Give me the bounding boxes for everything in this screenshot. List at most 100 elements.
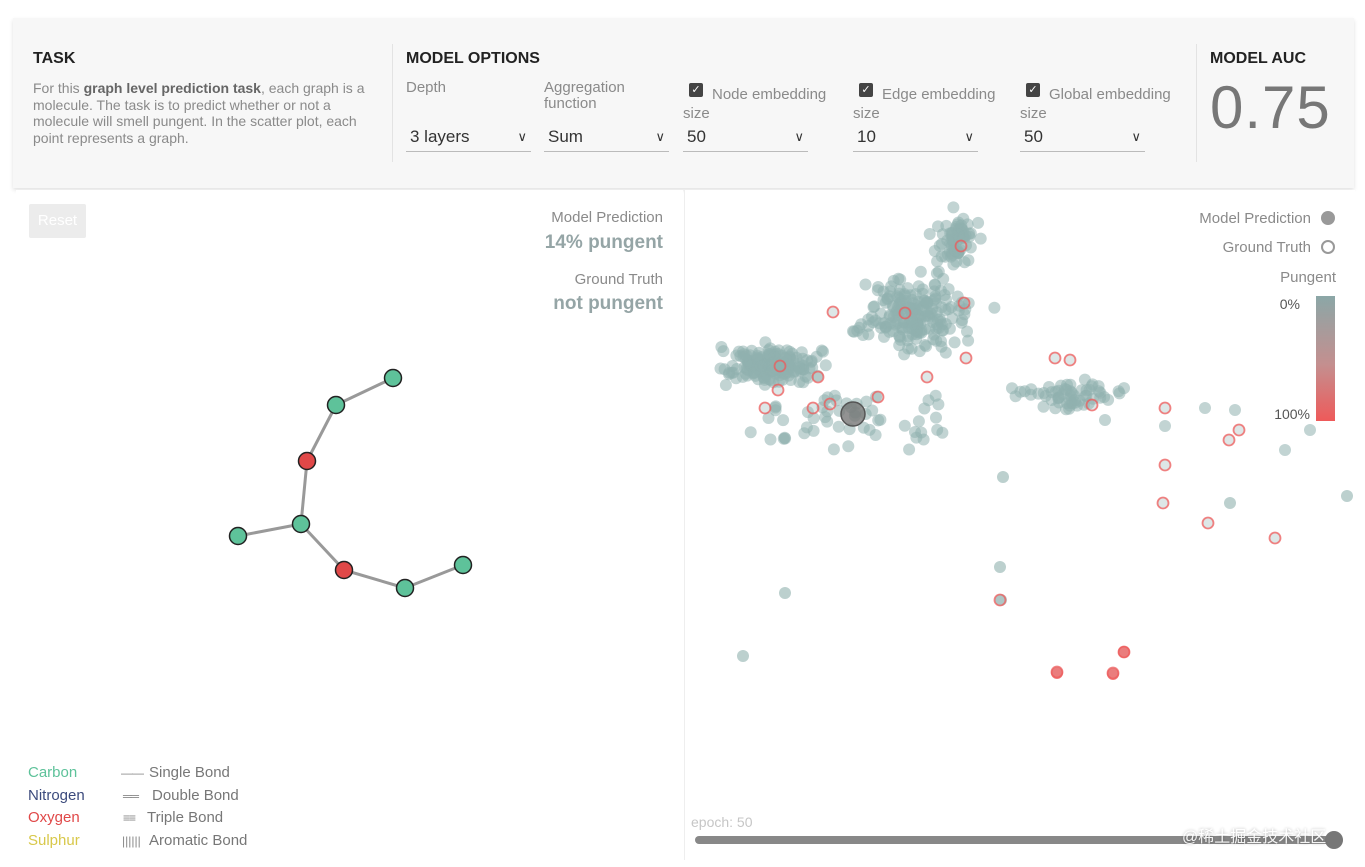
graph-point[interactable] bbox=[1061, 378, 1073, 391]
graph-point-pungent-truth[interactable] bbox=[1158, 458, 1172, 472]
graph-point[interactable] bbox=[763, 348, 776, 361]
graph-point[interactable] bbox=[719, 379, 732, 391]
selected-graph-point[interactable] bbox=[840, 401, 866, 427]
graph-point-pungent-truth[interactable] bbox=[773, 359, 787, 373]
graph-point[interactable] bbox=[744, 426, 757, 439]
graph-point[interactable] bbox=[827, 443, 840, 456]
graph-point-pungent-truth[interactable] bbox=[823, 397, 837, 411]
depth-select[interactable]: 3 layers ∨ bbox=[406, 122, 531, 152]
graph-point-pungent-truth[interactable] bbox=[1232, 423, 1246, 437]
graph-point-pungent-truth[interactable] bbox=[1085, 398, 1099, 412]
graph-point[interactable] bbox=[905, 342, 918, 355]
graph-point-pungent-truth[interactable] bbox=[993, 593, 1007, 607]
graph-point[interactable] bbox=[1045, 394, 1058, 406]
graph-point[interactable] bbox=[891, 317, 904, 330]
graph-point[interactable] bbox=[764, 433, 777, 446]
graph-point-pungent[interactable] bbox=[1118, 646, 1130, 658]
graph-point[interactable] bbox=[1099, 414, 1111, 426]
graph-point[interactable] bbox=[1083, 383, 1096, 396]
graph-point[interactable] bbox=[929, 389, 942, 402]
graph-point[interactable] bbox=[920, 297, 933, 310]
graph-point[interactable] bbox=[931, 318, 944, 331]
graph-point[interactable] bbox=[884, 285, 897, 298]
graph-point[interactable] bbox=[806, 361, 819, 374]
graph-point[interactable] bbox=[800, 421, 813, 434]
graph-point[interactable] bbox=[1199, 402, 1211, 414]
graph-point[interactable] bbox=[860, 395, 873, 408]
graph-point[interactable] bbox=[769, 400, 782, 413]
graph-point[interactable] bbox=[916, 287, 929, 300]
graph-point[interactable] bbox=[935, 301, 948, 314]
atom-node-oxygen[interactable] bbox=[297, 451, 317, 471]
global-embedding-checkbox[interactable]: ✓ bbox=[1026, 83, 1040, 97]
graph-point[interactable] bbox=[974, 232, 987, 245]
graph-point-pungent-truth[interactable] bbox=[806, 401, 820, 415]
graph-point-pungent[interactable] bbox=[1051, 667, 1063, 679]
edge-embedding-select[interactable]: 10 ∨ bbox=[853, 122, 978, 152]
edge-embedding-checkbox[interactable]: ✓ bbox=[859, 83, 873, 97]
aggregation-select[interactable]: Sum ∨ bbox=[544, 122, 669, 152]
graph-point-pungent-truth[interactable] bbox=[1158, 401, 1172, 415]
graph-point[interactable] bbox=[762, 412, 775, 424]
graph-point[interactable] bbox=[907, 297, 920, 310]
graph-point[interactable] bbox=[872, 281, 885, 293]
graph-point[interactable] bbox=[1279, 444, 1291, 456]
graph-point[interactable] bbox=[997, 471, 1009, 483]
graph-point[interactable] bbox=[817, 345, 829, 358]
graph-point[interactable] bbox=[952, 228, 965, 241]
graph-point[interactable] bbox=[1341, 490, 1353, 502]
graph-point-pungent-truth[interactable] bbox=[826, 305, 840, 319]
graph-point-pungent-truth[interactable] bbox=[957, 296, 971, 310]
graph-point[interactable] bbox=[862, 328, 875, 341]
graph-point[interactable] bbox=[928, 328, 940, 341]
graph-point[interactable] bbox=[962, 334, 975, 347]
graph-point-pungent-truth[interactable] bbox=[1222, 433, 1236, 447]
atom-node-carbon[interactable] bbox=[228, 526, 248, 546]
graph-point[interactable] bbox=[1094, 391, 1107, 404]
graph-point-pungent[interactable] bbox=[1107, 668, 1119, 680]
graph-point[interactable] bbox=[903, 443, 916, 456]
graph-point[interactable] bbox=[928, 245, 941, 257]
graph-point[interactable] bbox=[717, 345, 730, 358]
graph-point-pungent-truth[interactable] bbox=[959, 351, 973, 365]
graph-point[interactable] bbox=[869, 429, 882, 441]
graph-point[interactable] bbox=[898, 419, 911, 432]
molecule-graph[interactable] bbox=[16, 190, 683, 750]
reset-button[interactable]: Reset bbox=[29, 204, 86, 238]
graph-point[interactable] bbox=[956, 314, 969, 327]
graph-point[interactable] bbox=[961, 325, 973, 338]
graph-point[interactable] bbox=[737, 350, 750, 363]
atom-node-carbon[interactable] bbox=[291, 514, 311, 534]
graph-point[interactable] bbox=[1159, 420, 1171, 432]
graph-point-pungent-truth[interactable] bbox=[1048, 351, 1062, 365]
atom-node-carbon[interactable] bbox=[395, 578, 415, 598]
graph-point[interactable] bbox=[947, 201, 960, 214]
graph-point-pungent-truth[interactable] bbox=[771, 383, 785, 397]
graph-point-pungent-truth[interactable] bbox=[920, 370, 934, 384]
graph-point-pungent-truth[interactable] bbox=[758, 401, 772, 415]
graph-point[interactable] bbox=[778, 431, 791, 444]
graph-point[interactable] bbox=[821, 391, 834, 404]
graph-point[interactable] bbox=[994, 561, 1006, 573]
graph-point[interactable] bbox=[901, 282, 914, 295]
graph-point[interactable] bbox=[1229, 404, 1241, 416]
graph-point[interactable] bbox=[857, 421, 870, 434]
graph-point[interactable] bbox=[737, 650, 749, 662]
graph-point[interactable] bbox=[1304, 424, 1316, 436]
graph-point[interactable] bbox=[779, 587, 791, 599]
graph-point[interactable] bbox=[1069, 394, 1081, 406]
graph-point[interactable] bbox=[929, 290, 942, 303]
graph-point-pungent-truth[interactable] bbox=[1201, 516, 1215, 530]
node-embedding-checkbox[interactable]: ✓ bbox=[689, 83, 703, 97]
embedding-scatter-plot[interactable] bbox=[685, 190, 1355, 860]
graph-point[interactable] bbox=[912, 415, 925, 428]
graph-point[interactable] bbox=[948, 336, 961, 349]
graph-point[interactable] bbox=[988, 301, 1001, 314]
graph-point[interactable] bbox=[1224, 497, 1236, 509]
graph-point[interactable] bbox=[950, 255, 963, 268]
graph-point[interactable] bbox=[879, 296, 892, 309]
graph-point[interactable] bbox=[868, 300, 881, 313]
graph-point[interactable] bbox=[730, 372, 743, 385]
graph-point[interactable] bbox=[930, 411, 942, 424]
atom-node-carbon[interactable] bbox=[326, 395, 346, 415]
